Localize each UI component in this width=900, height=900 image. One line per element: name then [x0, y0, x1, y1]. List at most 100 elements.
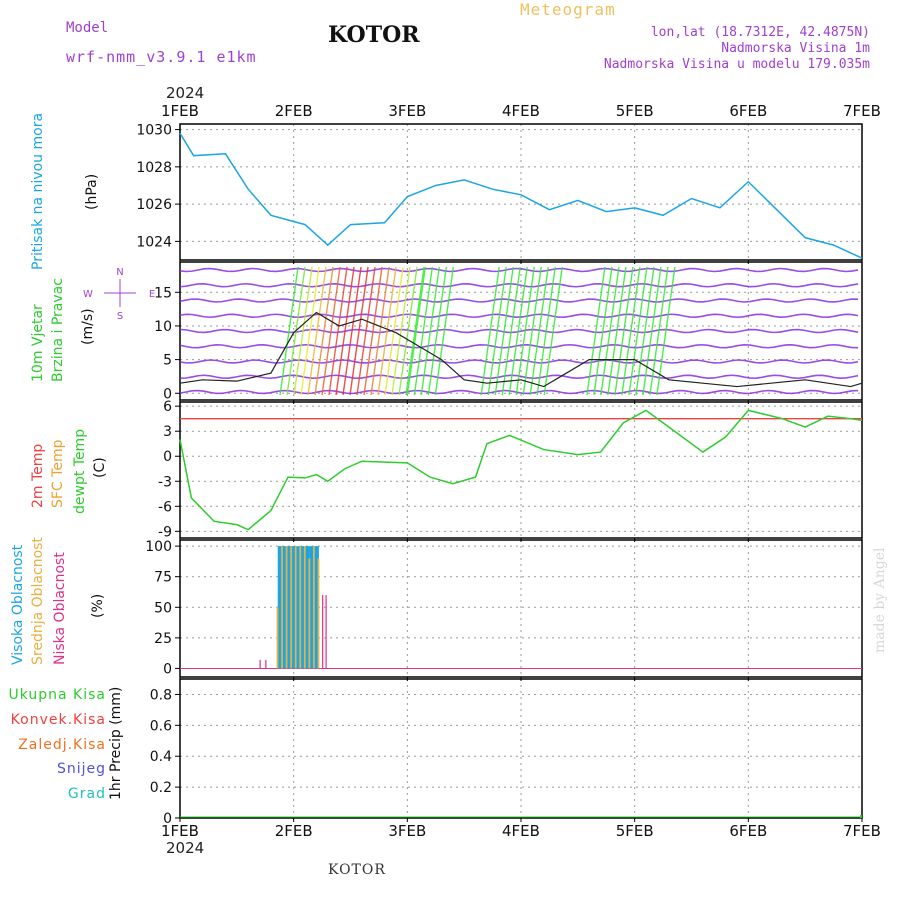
y-tick-label: 1028	[136, 160, 172, 176]
high-cloud-bar	[305, 546, 308, 669]
wind-strong-zone-blue	[420, 266, 441, 396]
y-tick-label: 1026	[136, 197, 172, 213]
x-tick-label-top: 6FEB	[729, 102, 767, 120]
y-tick-label: 15	[154, 285, 172, 301]
wind-strong-zone-blue	[487, 266, 507, 396]
wind-strong-zone-blue	[501, 266, 521, 396]
model-name: wrf-nmm_v3.9.1 e1km	[66, 48, 257, 66]
y-tick-label: 75	[154, 570, 172, 586]
pressure-line	[179, 132, 863, 259]
y-tick-label: 0.6	[150, 718, 172, 734]
wind-strong-zone-1	[405, 266, 425, 396]
y-tick-label: 0	[163, 449, 172, 465]
wind-strong-zone-1	[293, 266, 313, 396]
y-tick-label: 3	[163, 424, 172, 440]
wind-strong-zone-2	[649, 266, 669, 396]
wind-strong-zone-2	[621, 266, 641, 396]
x-tick-label-top: 1FEB	[161, 102, 199, 120]
mid-cloud-bar	[294, 546, 297, 669]
y-tick-label: 1024	[136, 234, 172, 250]
wind-strong-zone-1	[398, 266, 418, 396]
x-tick-label-top: 3FEB	[388, 102, 426, 120]
wind-strong-zone-blue	[434, 266, 455, 396]
high-cloud-bar	[291, 546, 294, 669]
compass-label: W	[83, 289, 93, 300]
x-tick-label-bottom: 5FEB	[616, 822, 654, 840]
wind-strong-zone-1	[349, 266, 369, 396]
x-tick-label-top: 5FEB	[616, 102, 654, 120]
y-tick-label: 0.2	[150, 780, 172, 796]
wind-strong-zone-1	[377, 266, 397, 396]
wind-barb-row	[179, 343, 859, 349]
wind-strong-zone-2	[614, 266, 634, 396]
wind-strong-zone-1	[356, 266, 376, 396]
compass-label: S	[117, 311, 123, 322]
y-tick-label: -6	[158, 499, 172, 515]
wind-strong-zone-1	[363, 266, 383, 396]
wind-strong-zone-blue	[480, 266, 500, 396]
y-tick-label: 5	[163, 353, 172, 369]
elevation-label: Nadmorska Visina 1m	[721, 41, 870, 56]
legend-zaledj-kisa: Zaledj.Kisa	[18, 737, 106, 753]
mid-cloud-bar	[312, 546, 315, 669]
low-cloud-bar	[265, 659, 267, 669]
year-bottom: 2024	[166, 839, 205, 857]
y-tick-label: -3	[158, 474, 172, 490]
wind-barb-row	[179, 389, 859, 395]
y-tick-label: 0	[163, 811, 172, 827]
wind-strong-zone-2	[586, 266, 606, 396]
x-tick-label-bottom: 1FEB	[161, 822, 199, 840]
y-tick-label: 6	[163, 399, 172, 415]
wind-strong-zone-1	[307, 266, 327, 396]
wind-strong-zone-blue	[494, 266, 514, 396]
year-top: 2024	[166, 84, 205, 102]
y-tick-label: 0	[163, 661, 172, 677]
wind-barb-row	[179, 359, 859, 364]
wind-strong-zone-2	[593, 266, 613, 396]
wind-barb-row	[179, 267, 859, 273]
wind-strong-zone-1	[370, 266, 390, 396]
chart-title: Meteogram	[520, 0, 616, 19]
legend-konvek-kisa: Konvek.Kisa	[10, 712, 106, 728]
x-tick-label-bottom: 3FEB	[388, 822, 426, 840]
high-cloud-bar	[277, 546, 281, 669]
y-tick-label: -9	[158, 524, 172, 540]
mid-cloud-bar	[285, 546, 288, 669]
y-tick-label: 1030	[136, 123, 172, 139]
wind-strong-zone-blue	[406, 266, 427, 396]
wind-strong-zone-blue	[413, 266, 434, 396]
high-cloud-bar	[286, 546, 290, 669]
x-tick-label-bottom: 4FEB	[502, 822, 540, 840]
legend-grad: Grad	[67, 786, 106, 802]
wind-strong-zone-2	[600, 266, 620, 396]
y-tick-label: 0.8	[150, 687, 172, 703]
legend-snijeg: Snijeg	[56, 761, 106, 777]
wind-strong-zone-1	[342, 266, 362, 396]
wind-strong-zone-1	[391, 266, 411, 396]
wind-strong-zone-1	[279, 266, 299, 396]
x-tick-label-bottom: 2FEB	[275, 822, 313, 840]
wind-strong-zone-blue	[536, 266, 556, 396]
low-cloud-bar	[322, 595, 324, 669]
y-tick-label: 25	[154, 631, 172, 647]
model-label: Model	[66, 20, 109, 36]
panel-frame	[179, 678, 863, 819]
y-tick-label: 100	[145, 539, 172, 555]
mid-cloud-bar	[276, 607, 279, 669]
legend-ukupna-kisa: Ukupna Kisa	[8, 687, 106, 703]
wind-strong-zone-blue	[543, 266, 563, 396]
wind-barb-row	[179, 298, 859, 303]
wind-strong-zone-1	[300, 266, 320, 396]
y-tick-label: 0.4	[150, 749, 172, 765]
x-tick-label-top: 7FEB	[843, 102, 881, 120]
wind-strong-zone-1	[335, 266, 355, 396]
wind-speed-line	[179, 311, 863, 388]
wind-strong-zone-blue	[508, 266, 528, 396]
wind-strong-zone-1	[384, 266, 404, 396]
y-tick-label: 50	[154, 600, 172, 616]
model-elevation-label: Nadmorska Visina u modelu 179.035m	[603, 57, 870, 72]
lonlat-label: lon,lat (18.7312E, 42.4875N)	[650, 25, 870, 40]
high-cloud-bar	[309, 546, 313, 669]
x-tick-label-bottom: 7FEB	[843, 822, 881, 840]
